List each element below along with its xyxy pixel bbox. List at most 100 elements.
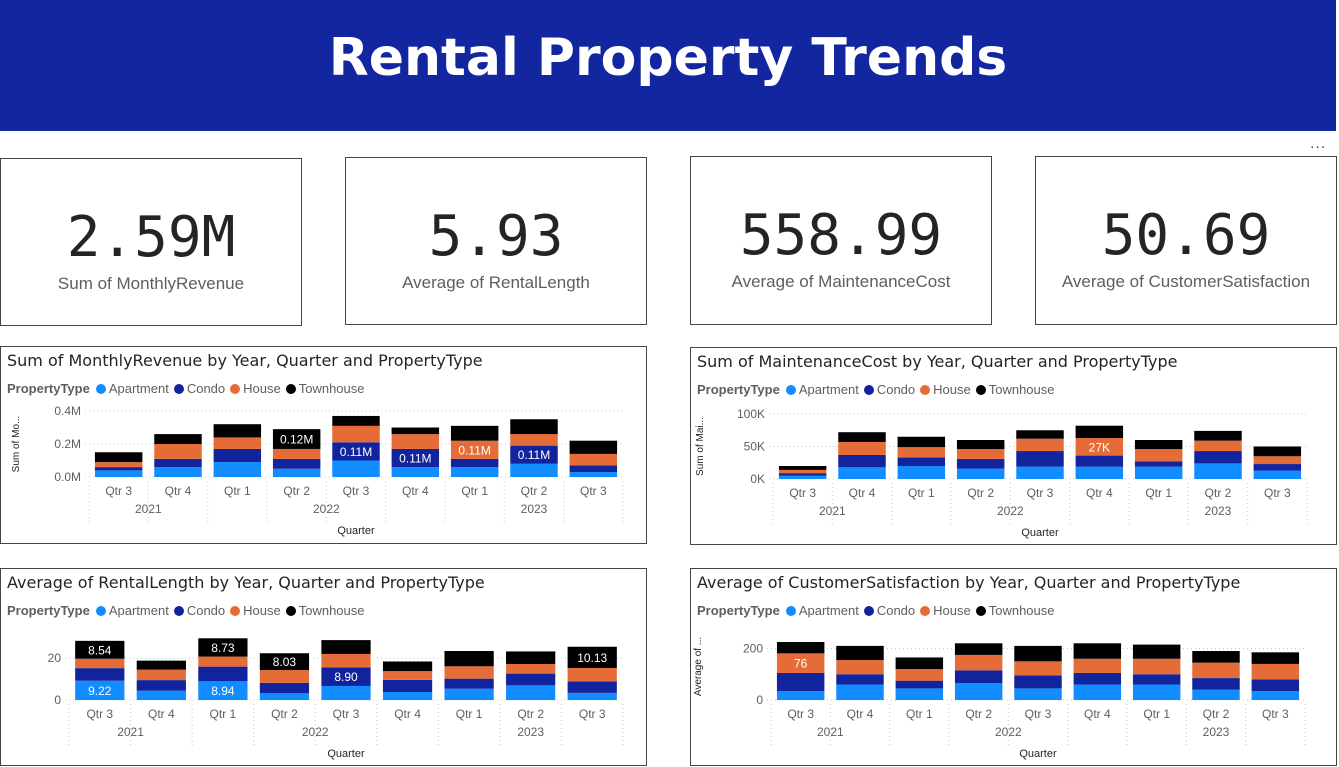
x-tick-label: Qtr 4 <box>1086 486 1113 500</box>
legend-item-house[interactable]: House <box>920 603 971 618</box>
x-tick-label: Qtr 3 <box>787 707 814 721</box>
legend-dot-icon <box>785 384 796 395</box>
y-tick-label: 20 <box>48 651 62 665</box>
legend-item-apartment[interactable]: Apartment <box>785 603 859 618</box>
bar-segment-apartment <box>1251 690 1300 700</box>
bar-segment-house <box>506 663 556 674</box>
legend-item-house[interactable]: House <box>920 382 971 397</box>
kpi-card-maintenance-cost[interactable]: 558.99 Average of MaintenanceCost <box>690 156 992 325</box>
x-tick-label: Qtr 4 <box>148 707 175 721</box>
chart-title: Sum of MaintenanceCost by Year, Quarter … <box>697 352 1178 371</box>
x-tick-label: Qtr 3 <box>789 486 816 500</box>
x-tick-label: Qtr 1 <box>456 707 483 721</box>
legend-item-condo[interactable]: Condo <box>863 603 915 618</box>
legend-item-condo[interactable]: Condo <box>173 603 225 618</box>
bar-segment-apartment <box>1194 463 1242 479</box>
x-tick-label: Qtr 2 <box>1203 707 1230 721</box>
legend-item-townhouse[interactable]: Townhouse <box>975 603 1055 618</box>
chart-panel-monthly-revenue[interactable]: Sum of MonthlyRevenue by Year, Quarter a… <box>0 346 647 544</box>
legend-item-apartment[interactable]: Apartment <box>95 603 169 618</box>
bar-segment-townhouse <box>1134 440 1183 450</box>
bar-segment-townhouse <box>444 651 494 667</box>
bar-segment-apartment <box>1016 466 1064 479</box>
legend-label: Condo <box>876 382 916 397</box>
legend-item-house[interactable]: House <box>230 603 281 618</box>
bar-segment-condo <box>1251 679 1300 691</box>
bar-segment-townhouse <box>1073 643 1122 659</box>
legend-item-townhouse[interactable]: Townhouse <box>975 382 1055 397</box>
year-label: 2021 <box>817 725 844 739</box>
y-tick-label: 0 <box>756 693 763 707</box>
bar-segment-townhouse <box>94 452 143 463</box>
bar-segment-townhouse <box>321 640 371 654</box>
year-label: 2022 <box>997 504 1024 518</box>
legend-label: Townhouse <box>298 381 365 396</box>
bar-segment-condo <box>1132 674 1181 685</box>
x-tick-label: Qtr 1 <box>906 707 933 721</box>
x-tick-label: Qtr 4 <box>402 484 429 498</box>
kpi-card-customer-satisfaction[interactable]: 50.69 Average of CustomerSatisfaction <box>1035 156 1337 325</box>
x-tick-label: Qtr 2 <box>965 707 992 721</box>
bar-segment-house <box>776 653 825 673</box>
legend-dot-icon <box>785 605 796 616</box>
legend-item-apartment[interactable]: Apartment <box>95 381 169 396</box>
y-axis-title: Average of ... <box>1 637 2 696</box>
bar-segment-condo <box>332 442 380 461</box>
chart-panel-maintenance-cost[interactable]: Sum of MaintenanceCost by Year, Quarter … <box>690 347 1337 545</box>
chart-legend: PropertyType Apartment Condo House Townh… <box>7 381 370 396</box>
legend-label: Townhouse <box>988 382 1055 397</box>
bar-segment-house <box>838 441 886 455</box>
bar-segment-townhouse <box>567 646 617 668</box>
chart-plot: 0K 50K 100K Sum of Mai... Qtr 3 Qtr 4 Qtr 1 Qtr… <box>695 407 1308 539</box>
bar-segment-apartment <box>272 468 321 477</box>
legend-dot-icon <box>95 383 106 394</box>
legend-title: PropertyType <box>697 382 780 397</box>
legend-item-house[interactable]: House <box>230 381 281 396</box>
bar-segment-apartment <box>895 688 944 700</box>
bar-segment-apartment <box>450 467 499 477</box>
bar-segment-condo <box>510 445 558 464</box>
bar-segment-townhouse <box>75 640 125 659</box>
chart-legend: PropertyType Apartment Condo House Townh… <box>697 603 1060 618</box>
kpi-card-monthly-revenue[interactable]: 2.59M Sum of MonthlyRevenue <box>0 158 302 326</box>
legend-item-condo[interactable]: Condo <box>173 381 225 396</box>
y-tick-label: 0.2M <box>54 437 81 451</box>
bar-segment-townhouse <box>1132 644 1181 659</box>
bar-segment-apartment <box>94 470 143 477</box>
bar-segment-house <box>895 669 944 681</box>
bar-segment-condo <box>1016 451 1064 467</box>
bar-segment-townhouse <box>1014 645 1062 662</box>
x-tick-label: Qtr 3 <box>1262 707 1289 721</box>
chart-legend: PropertyType Apartment Condo House Townh… <box>7 603 370 618</box>
bar-segment-house <box>1253 456 1302 465</box>
bar-segment-apartment <box>75 680 125 700</box>
legend-label: Townhouse <box>988 603 1055 618</box>
chart-panel-customer-satisfaction[interactable]: Average of CustomerSatisfaction by Year,… <box>690 568 1337 766</box>
bar-segment-condo <box>154 458 202 468</box>
y-tick-label: 0 <box>54 693 61 707</box>
more-options-icon[interactable]: ··· <box>1310 140 1327 156</box>
bar-segment-condo <box>895 680 944 689</box>
legend-dot-icon <box>863 384 874 395</box>
legend-label: House <box>243 603 281 618</box>
chart-panel-rental-length[interactable]: Average of RentalLength by Year, Quarter… <box>0 568 647 766</box>
bar-segment-townhouse <box>778 466 827 470</box>
bar-segment-house <box>1251 663 1300 680</box>
bar-segment-house <box>1075 438 1124 456</box>
kpi-label: Sum of MonthlyRevenue <box>57 274 245 293</box>
legend-item-townhouse[interactable]: Townhouse <box>285 603 365 618</box>
legend-dot-icon <box>920 384 931 395</box>
bar-segment-condo <box>450 458 499 468</box>
legend-label: House <box>933 603 971 618</box>
bar-segment-condo <box>382 679 433 693</box>
legend-item-townhouse[interactable]: Townhouse <box>285 381 365 396</box>
chart-plot: 0 200 Average of ... Qtr 3 Qtr 4 Qtr 1 Qtr 2 Qt… <box>693 637 1306 760</box>
bar-segment-condo <box>1073 672 1122 685</box>
bar-segment-townhouse <box>1253 446 1302 457</box>
legend-item-apartment[interactable]: Apartment <box>785 382 859 397</box>
bar-segment-house <box>897 447 946 458</box>
legend-item-condo[interactable]: Condo <box>863 382 916 397</box>
kpi-card-rental-length[interactable]: 5.93 Average of RentalLength <box>345 157 647 325</box>
bar-segment-apartment <box>154 467 202 477</box>
bar-segment-apartment <box>444 688 494 700</box>
